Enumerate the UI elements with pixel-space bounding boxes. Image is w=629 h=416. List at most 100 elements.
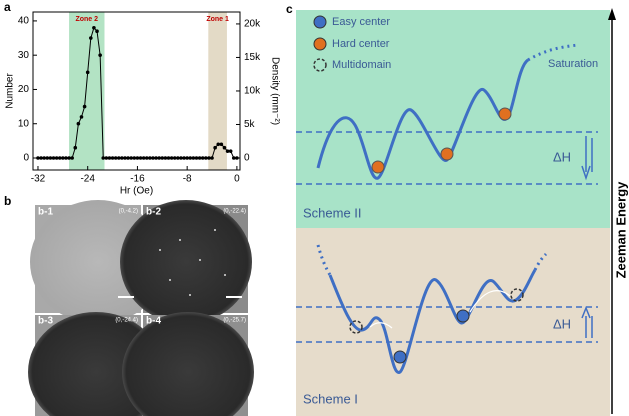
chart: Zone 2 Zone 1-32 -24 -16 -8 001020304005k10k1…	[5, 11, 280, 197]
data-point	[141, 156, 146, 160]
data-point	[185, 156, 189, 160]
data-point	[200, 156, 205, 160]
hard-center	[498, 107, 512, 121]
energy-arrowhead	[608, 8, 616, 20]
x-tick-label: -16	[130, 174, 145, 185]
multidomain	[510, 288, 524, 302]
data-point	[104, 156, 109, 160]
x-axis-label: Hr (Oe)	[120, 186, 153, 197]
delta-arrows	[581, 136, 593, 338]
data-point	[123, 156, 127, 160]
legend-marker	[313, 58, 327, 72]
data-point	[222, 145, 227, 150]
data-point	[48, 156, 53, 160]
image-disk	[120, 200, 252, 324]
data-point	[57, 156, 62, 160]
data-point	[82, 104, 87, 109]
data-point	[235, 156, 239, 160]
data-point	[172, 156, 177, 160]
data-point	[120, 156, 124, 160]
energy-label: Zeeman Energy	[613, 181, 628, 279]
data-point	[54, 156, 59, 160]
diagram: Easy center Hard center Multidomain Satu…	[296, 8, 628, 416]
data-point	[169, 156, 174, 160]
legend-label: Multidomain	[332, 59, 391, 71]
y-tick-label: 0	[23, 153, 29, 164]
y-axis-label: Number	[5, 73, 16, 109]
data-point	[76, 121, 81, 126]
y2-tick-label: 15k	[244, 52, 261, 63]
data-point	[157, 156, 161, 160]
micrographs: b-1 (0,-4.2) b-2 (0,-22.4) b-3 (0,-24.4)…	[28, 200, 254, 416]
data-point	[231, 156, 236, 160]
data-point	[179, 156, 183, 160]
data-point	[36, 156, 40, 160]
legend-marker	[313, 15, 327, 29]
data-point	[219, 142, 224, 147]
data-point	[107, 156, 112, 160]
panel-label: a	[4, 0, 11, 14]
energy-curve-dotted	[533, 252, 548, 271]
x-tick-label: -32	[31, 174, 46, 185]
saturation-label: Saturation	[548, 58, 598, 70]
data-point	[228, 149, 233, 153]
data-point	[216, 142, 221, 147]
data-point	[126, 156, 130, 160]
image-coords: (0,-22.4)	[223, 209, 246, 215]
y2-tick-label: 20k	[244, 19, 261, 30]
data-point	[42, 156, 46, 160]
y-tick-label: 10	[18, 118, 30, 129]
panel-label: b	[4, 194, 11, 208]
data-point	[138, 156, 143, 160]
easy-center	[393, 350, 407, 364]
data-point	[135, 156, 140, 160]
data-point	[213, 145, 217, 150]
multidomain	[349, 320, 363, 334]
data-point	[160, 156, 165, 160]
legend-label: Easy center	[332, 16, 390, 28]
data-point	[67, 156, 71, 160]
y-tick-label: 20	[18, 84, 30, 95]
y2-tick-label: 5k	[244, 119, 256, 130]
data-point	[98, 53, 102, 57]
data-point	[101, 156, 106, 160]
y2-tick-label: 0	[244, 153, 250, 164]
data-point	[132, 156, 137, 160]
data-point	[39, 156, 43, 160]
y-tick-label: 40	[18, 16, 30, 27]
y2-tick-label: 10k	[244, 86, 261, 97]
hard-center	[371, 160, 385, 174]
data-point	[194, 156, 199, 160]
data-point	[163, 156, 168, 160]
data-point	[95, 29, 99, 33]
zone-label: Zone 2	[75, 16, 98, 23]
data-point	[51, 156, 56, 160]
image-label: b-2	[146, 207, 161, 218]
energy-curve	[328, 269, 537, 374]
image-label: b-3	[38, 316, 53, 327]
data-line	[37, 26, 237, 159]
x-tick-label: -24	[80, 174, 95, 185]
hard-center	[440, 147, 454, 161]
data-point	[73, 145, 78, 150]
data-point	[129, 156, 134, 160]
easy-center	[456, 309, 470, 323]
data-point	[89, 36, 93, 40]
image-label: b-1	[38, 207, 53, 218]
zone-band	[208, 12, 227, 170]
zone-band	[69, 12, 105, 170]
data-point	[113, 156, 118, 160]
data-point	[191, 156, 196, 160]
panel-label: c	[286, 2, 293, 16]
data-point	[176, 156, 180, 160]
y2-axis-label: Density (mm⁻²)	[269, 57, 280, 125]
delta-h: ΔH	[553, 149, 571, 164]
image-coords: (0,-24.4)	[115, 318, 138, 324]
scheme-label: Scheme II	[303, 205, 362, 220]
delta-h: ΔH	[553, 316, 571, 331]
data-point	[207, 156, 211, 160]
energy-curve-dotted	[527, 43, 579, 62]
particles	[159, 229, 226, 296]
data-point	[45, 156, 50, 160]
